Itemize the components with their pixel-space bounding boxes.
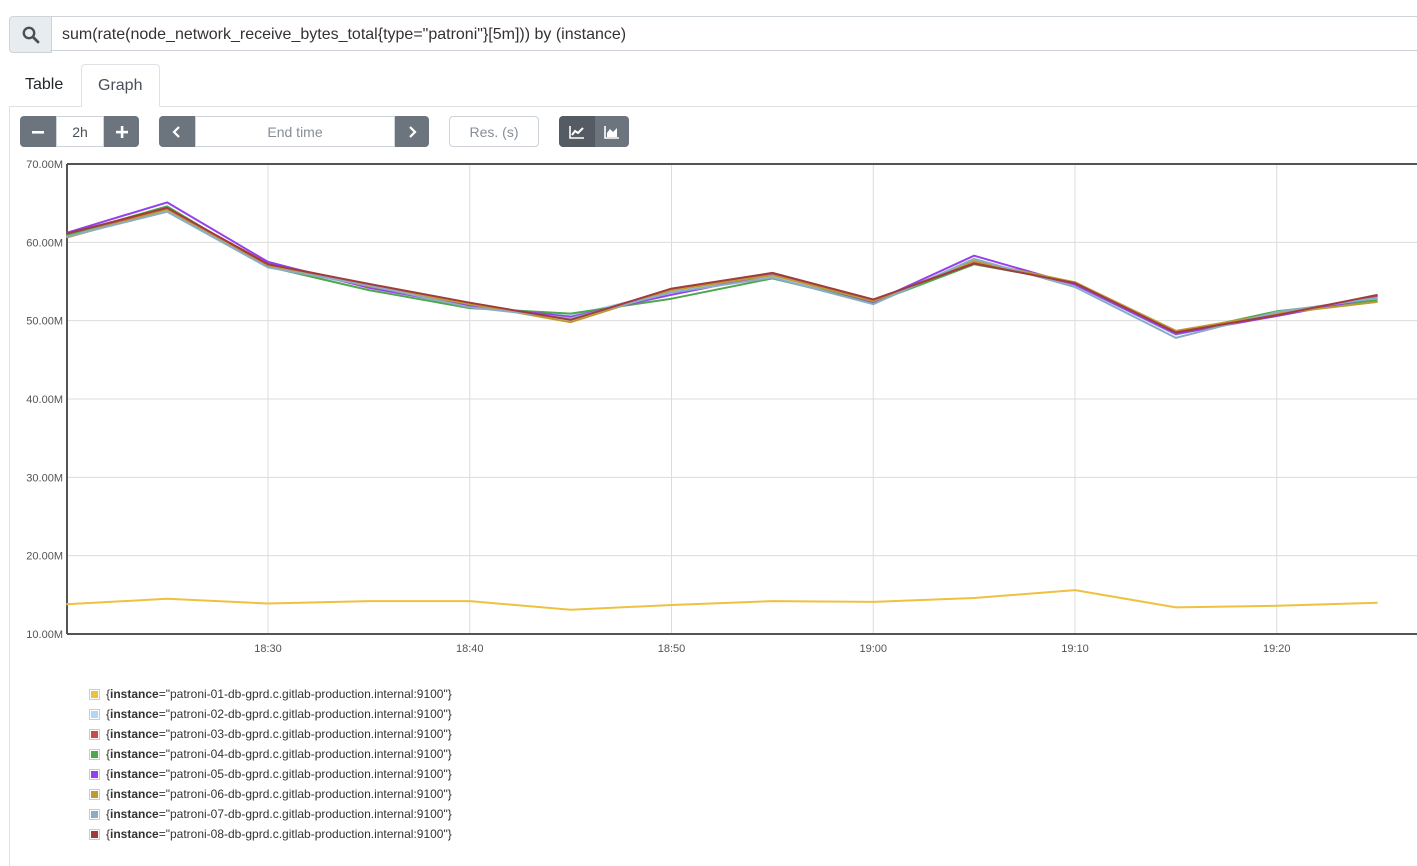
x-tick-label: 19:20 — [1263, 643, 1291, 655]
legend-swatch — [89, 769, 100, 780]
legend-label: {instance="patroni-04-db-gprd.c.gitlab-p… — [106, 747, 452, 761]
y-tick-label: 60.00M — [26, 237, 63, 249]
stacked-chart-button[interactable] — [595, 116, 629, 147]
legend-swatch — [89, 809, 100, 820]
tab-table[interactable]: Table — [9, 64, 81, 106]
plus-icon — [116, 126, 128, 138]
legend-swatch — [89, 709, 100, 720]
series-line-1 — [66, 590, 1377, 610]
decrease-range-button[interactable] — [20, 116, 56, 147]
legend-label: {instance="patroni-03-db-gprd.c.gitlab-p… — [106, 727, 452, 741]
legend-item[interactable]: {instance="patroni-05-db-gprd.c.gitlab-p… — [89, 764, 452, 784]
legend-item[interactable]: {instance="patroni-07-db-gprd.c.gitlab-p… — [89, 804, 452, 824]
x-tick-label: 19:00 — [859, 643, 887, 655]
legend-label: {instance="patroni-08-db-gprd.c.gitlab-p… — [106, 827, 452, 841]
legend-label: {instance="patroni-07-db-gprd.c.gitlab-p… — [106, 807, 452, 821]
x-tick-label: 18:30 — [254, 643, 282, 655]
x-tick-label: 19:10 — [1061, 643, 1089, 655]
legend-swatch — [89, 789, 100, 800]
increase-range-button[interactable] — [104, 116, 139, 147]
minus-icon — [32, 126, 44, 138]
y-tick-label: 40.00M — [26, 394, 63, 406]
legend-label: {instance="patroni-06-db-gprd.c.gitlab-p… — [106, 787, 452, 801]
line-chart-button[interactable] — [559, 116, 595, 147]
series-line-5 — [66, 202, 1377, 334]
legend-item[interactable]: {instance="patroni-03-db-gprd.c.gitlab-p… — [89, 724, 452, 744]
series-line-3 — [66, 209, 1377, 332]
legend-item[interactable]: {instance="patroni-08-db-gprd.c.gitlab-p… — [89, 824, 452, 844]
y-tick-label: 30.00M — [26, 472, 63, 484]
legend-label: {instance="patroni-02-db-gprd.c.gitlab-p… — [106, 707, 452, 721]
chevron-left-icon — [172, 126, 182, 138]
legend-swatch — [89, 689, 100, 700]
series-line-6 — [66, 209, 1377, 330]
y-tick-label: 70.00M — [26, 159, 63, 171]
line-chart-icon — [569, 125, 585, 139]
expression-input[interactable]: sum(rate(node_network_receive_bytes_tota… — [50, 16, 1417, 51]
legend-swatch — [89, 829, 100, 840]
x-tick-label: 18:50 — [658, 643, 686, 655]
search-icon[interactable] — [9, 16, 52, 53]
legend-item[interactable]: {instance="patroni-06-db-gprd.c.gitlab-p… — [89, 784, 452, 804]
tab-bar: Table Graph — [9, 64, 1417, 107]
query-bar: sum(rate(node_network_receive_bytes_tota… — [9, 16, 1417, 53]
legend-item[interactable]: {instance="patroni-01-db-gprd.c.gitlab-p… — [89, 684, 452, 704]
y-tick-label: 10.00M — [26, 629, 63, 641]
series-line-4 — [66, 206, 1377, 333]
end-time-back-button[interactable] — [159, 116, 195, 147]
legend-swatch — [89, 729, 100, 740]
legend-item[interactable]: {instance="patroni-02-db-gprd.c.gitlab-p… — [89, 704, 452, 724]
graph-legend: {instance="patroni-01-db-gprd.c.gitlab-p… — [89, 684, 452, 844]
range-input[interactable]: 2h — [56, 116, 104, 147]
x-tick-label: 18:40 — [456, 643, 484, 655]
chevron-right-icon — [407, 126, 417, 138]
legend-label: {instance="patroni-05-db-gprd.c.gitlab-p… — [106, 767, 452, 781]
series-line-7 — [66, 212, 1377, 338]
area-chart-icon — [604, 125, 620, 139]
legend-label: {instance="patroni-01-db-gprd.c.gitlab-p… — [106, 687, 452, 701]
end-time-forward-button[interactable] — [395, 116, 429, 147]
tab-graph[interactable]: Graph — [81, 64, 160, 107]
legend-item[interactable]: {instance="patroni-04-db-gprd.c.gitlab-p… — [89, 744, 452, 764]
legend-swatch — [89, 749, 100, 760]
series-line-2 — [66, 211, 1377, 335]
series-line-8 — [66, 208, 1377, 333]
end-time-input[interactable]: End time — [195, 116, 395, 147]
y-tick-label: 50.00M — [26, 316, 63, 328]
resolution-input[interactable]: Res. (s) — [449, 116, 539, 147]
y-tick-label: 20.00M — [26, 551, 63, 563]
graph-chart[interactable]: 10.00M 20.00M 30.00M 40.00M 50.00M 60.00M 70.0… — [0, 150, 1417, 670]
